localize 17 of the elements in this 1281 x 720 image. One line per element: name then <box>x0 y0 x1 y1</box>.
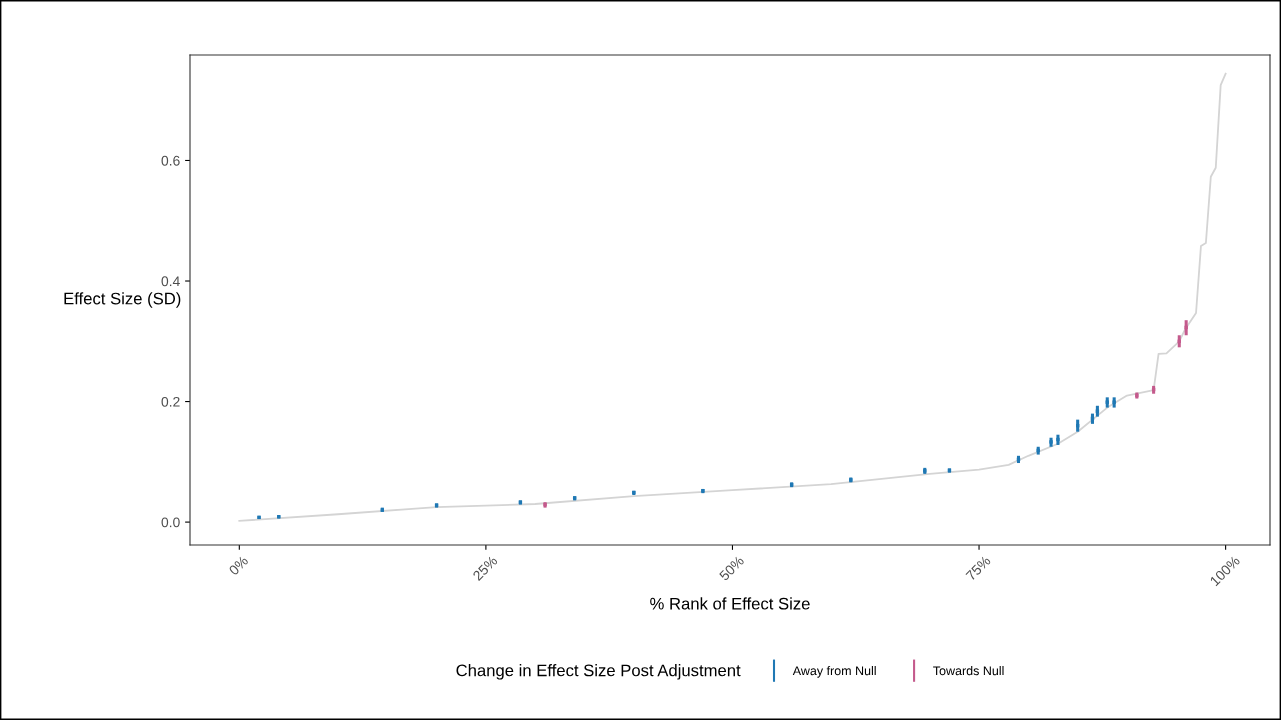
y-tick-label: 0.4 <box>161 276 180 287</box>
legend-label: Away from Null <box>792 665 876 678</box>
point <box>1095 409 1100 413</box>
point <box>1105 400 1109 404</box>
x-axis-title: % Rank of Effect Size <box>650 597 810 610</box>
point <box>1184 325 1188 330</box>
x-tick-label: 0% <box>228 555 249 576</box>
y-tick-label: 0.0 <box>161 517 180 528</box>
legend-title: Change in Effect Size Post Adjustment <box>456 664 741 680</box>
x-tick-label: 75% <box>965 555 992 582</box>
y-tick-label: 0.6 <box>161 155 180 166</box>
line-series <box>238 72 1227 522</box>
legend-label: Towards Null <box>933 665 1004 676</box>
point <box>1112 400 1116 404</box>
x-tick-label: 50% <box>718 555 745 582</box>
y-axis-title: Effect Size (SD) <box>64 292 181 308</box>
y-tick-label: 0.2 <box>161 396 180 407</box>
